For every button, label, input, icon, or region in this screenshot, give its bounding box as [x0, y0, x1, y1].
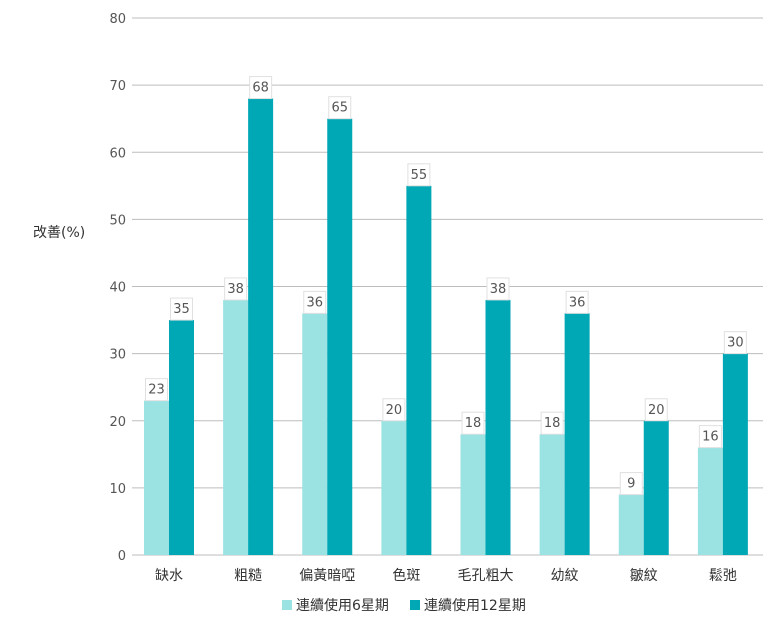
- bar: [618, 494, 644, 555]
- legend-swatch: [282, 600, 292, 610]
- bar: [643, 420, 669, 555]
- data-label: 35: [173, 302, 190, 317]
- x-category-label: 偏黃暗啞: [299, 568, 355, 584]
- data-label: 38: [490, 282, 507, 297]
- y-tick-label: 60: [109, 146, 126, 161]
- bar: [144, 400, 169, 555]
- y-axis-label: 改善(%): [33, 225, 85, 241]
- x-category-label: 粗糙: [234, 568, 262, 584]
- data-label: 38: [227, 282, 244, 297]
- data-label-box: [145, 378, 168, 402]
- data-label-box: [486, 277, 510, 301]
- x-category-label: 毛孔粗大: [458, 568, 514, 584]
- data-label: 30: [727, 336, 744, 351]
- data-label-box: [619, 472, 643, 496]
- legend-label: 連續使用12星期: [424, 597, 526, 614]
- data-label: 18: [544, 416, 561, 431]
- x-category-label: 色斑: [392, 567, 420, 584]
- x-category-label: 皺紋: [630, 568, 658, 584]
- bars: 23 35 38 68 36 65 20 55 18 38 18 36 9 20 16 30: [144, 76, 748, 556]
- bar: [381, 420, 407, 555]
- data-label: 65: [331, 101, 348, 116]
- bar: [722, 353, 748, 555]
- legend-label: 連續使用6星期: [296, 597, 389, 614]
- data-label-box: [328, 96, 352, 120]
- data-label: 18: [465, 416, 482, 431]
- data-label-box: [170, 297, 193, 321]
- data-label: 9: [627, 477, 635, 492]
- bar: [169, 320, 194, 555]
- data-label-box: [723, 331, 747, 355]
- bar: [248, 98, 274, 556]
- x-category-label: 缺水: [155, 568, 183, 584]
- data-label: 20: [648, 403, 665, 418]
- x-category-label: 幼紋: [551, 568, 579, 584]
- y-tick-label: 40: [109, 281, 126, 296]
- y-tick-label: 30: [109, 348, 126, 363]
- bar: [539, 434, 565, 555]
- y-tick-label: 70: [109, 79, 126, 94]
- data-label-box: [382, 398, 406, 422]
- bar: [460, 434, 486, 555]
- bar: [302, 313, 328, 555]
- x-category-label: 鬆弛: [709, 568, 737, 584]
- data-label: 68: [252, 81, 269, 96]
- bar: [564, 313, 590, 555]
- data-label-box: [540, 411, 564, 435]
- data-label-box: [461, 411, 485, 435]
- y-tick-label: 80: [109, 12, 126, 27]
- data-label-box: [698, 425, 722, 449]
- data-label-box: [303, 290, 327, 314]
- legend: 連續使用6星期 連續使用12星期: [282, 597, 526, 614]
- data-label: 36: [306, 295, 323, 310]
- data-label: 23: [148, 383, 165, 398]
- y-axis-ticks: 0 10 20 30 40 50 60 70 80: [109, 12, 126, 564]
- data-label-box: [644, 398, 668, 422]
- data-label: 20: [386, 403, 403, 418]
- data-label-box: [407, 163, 431, 187]
- bar: [223, 299, 249, 555]
- data-label-box: [249, 76, 273, 100]
- bar: [327, 118, 353, 555]
- data-label: 36: [569, 295, 586, 310]
- data-label: 55: [411, 168, 428, 183]
- data-label-box: [565, 290, 589, 314]
- bar: [697, 447, 723, 555]
- bar: [485, 299, 511, 555]
- y-tick-label: 20: [109, 415, 126, 430]
- y-tick-label: 50: [109, 213, 126, 228]
- x-axis-categories: 缺水 粗糙 偏黃暗啞 色斑 毛孔粗大 幼紋 皺紋 鬆弛: [155, 567, 737, 584]
- data-label: 16: [702, 430, 719, 445]
- bar: [406, 185, 432, 555]
- y-tick-label: 0: [118, 549, 126, 564]
- data-label-box: [224, 277, 248, 301]
- y-tick-label: 10: [109, 482, 126, 497]
- legend-swatch: [410, 600, 420, 610]
